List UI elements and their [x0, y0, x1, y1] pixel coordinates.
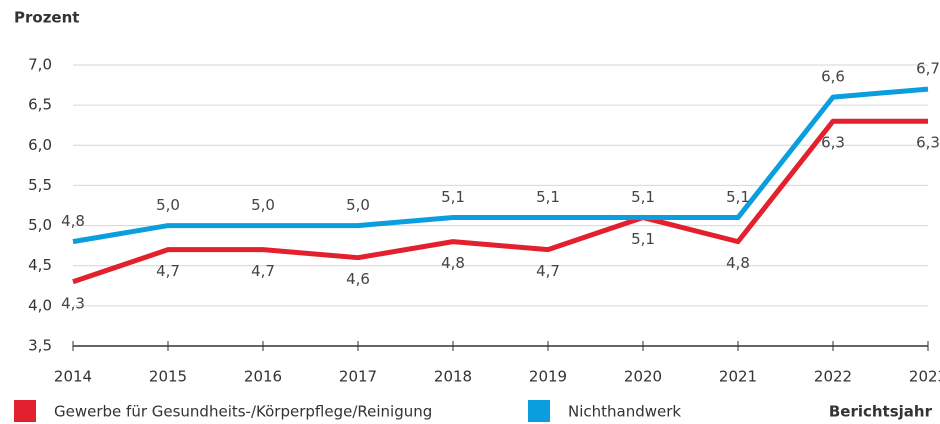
series-line — [72, 86, 929, 245]
data-label: 6,3 — [916, 134, 940, 152]
x-tick-label: 2017 — [339, 368, 377, 386]
data-label: 4,8 — [441, 254, 465, 272]
data-label: 5,1 — [441, 188, 465, 206]
x-axis-label: Berichtsjahr — [829, 403, 933, 421]
x-tick-label: 2022 — [814, 368, 852, 386]
legend-label: Gewerbe für Gesundheits-/Körperpflege/Re… — [54, 403, 432, 421]
data-label: 4,7 — [536, 262, 560, 280]
y-tick-label: 3,5 — [28, 337, 52, 355]
x-tick-label: 2018 — [434, 368, 472, 386]
x-tick-label: 2015 — [149, 368, 187, 386]
x-tick-label: 2021 — [719, 368, 757, 386]
data-label: 4,6 — [346, 270, 370, 288]
x-tick-label: 2023 — [909, 368, 940, 386]
x-tick-label: 2016 — [244, 368, 282, 386]
x-tick-label: 2020 — [624, 368, 662, 386]
data-label: 5,1 — [726, 188, 750, 206]
data-label: 5,0 — [251, 196, 275, 214]
data-label: 6,7 — [916, 60, 940, 78]
data-label: 4,3 — [61, 294, 85, 312]
y-tick-label: 7,0 — [28, 56, 52, 74]
legend-swatch — [14, 400, 36, 422]
y-tick-label: 4,0 — [28, 296, 52, 314]
y-axis-label: Prozent — [14, 9, 79, 27]
legend-label: Nichthandwerk — [568, 403, 681, 421]
data-label: 5,0 — [156, 196, 180, 214]
legend-swatch — [528, 400, 550, 422]
data-label: 4,7 — [156, 262, 180, 280]
data-label: 5,1 — [536, 188, 560, 206]
y-tick-label: 5,5 — [28, 176, 52, 194]
data-label: 5,1 — [631, 230, 655, 248]
data-label: 6,6 — [821, 68, 845, 86]
y-tick-label: 4,5 — [28, 256, 52, 274]
data-label: 5,0 — [346, 196, 370, 214]
data-label: 4,7 — [251, 262, 275, 280]
data-label: 4,8 — [726, 254, 750, 272]
x-tick-label: 2019 — [529, 368, 567, 386]
data-label: 5,1 — [631, 188, 655, 206]
x-tick-label: 2014 — [54, 368, 92, 386]
data-label: 4,8 — [61, 212, 85, 230]
series-line — [72, 118, 928, 285]
y-tick-label: 5,0 — [28, 216, 52, 234]
y-tick-label: 6,0 — [28, 136, 52, 154]
data-label: 6,3 — [821, 134, 845, 152]
y-tick-label: 6,5 — [28, 96, 52, 114]
